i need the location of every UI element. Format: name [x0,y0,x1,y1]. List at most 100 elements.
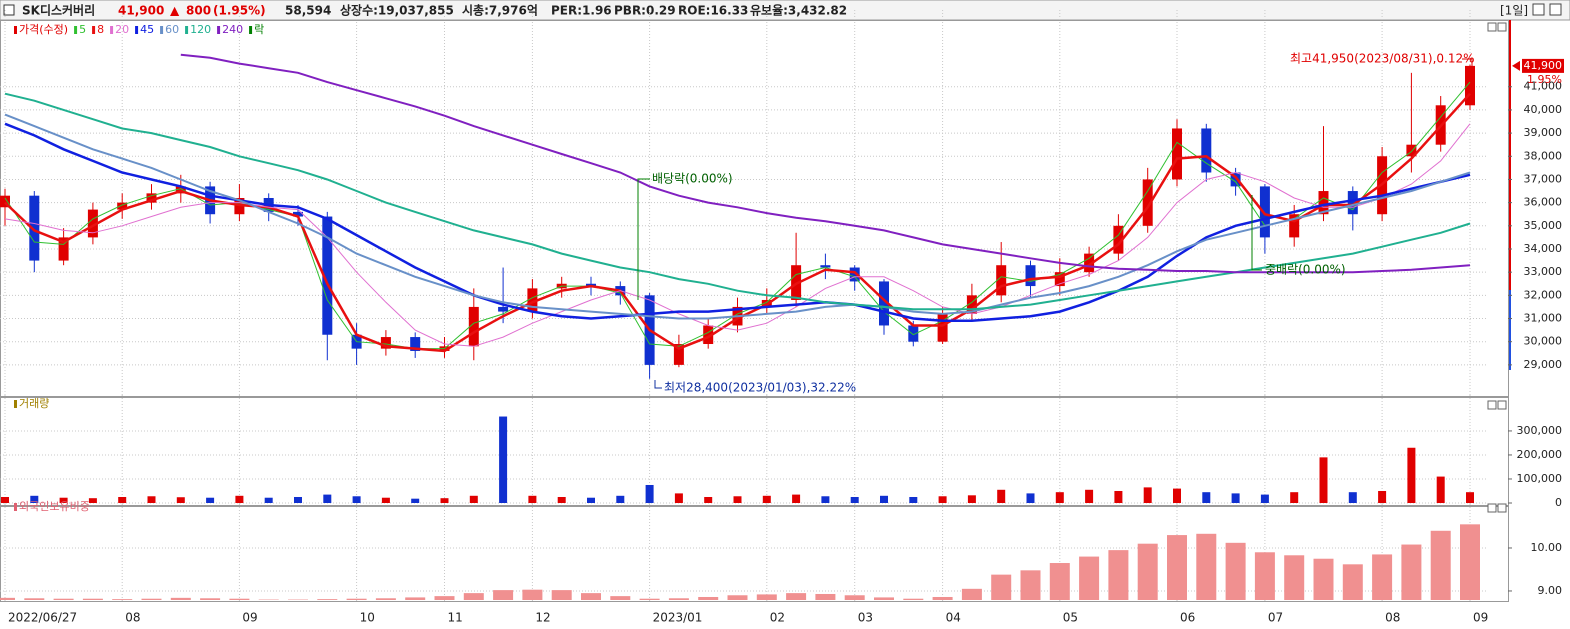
x-tick-label: 10 [360,611,375,625]
ma-line [4,92,1471,311]
ma-line [4,92,1471,353]
panel-minimize[interactable] [1487,400,1497,410]
legend-label: 60 [165,23,179,36]
panel-minimize[interactable] [1487,22,1497,32]
bar [698,596,719,600]
restore-button[interactable] [1532,3,1545,16]
bar [1049,563,1070,600]
bar [1313,558,1334,600]
bar [200,598,221,600]
y-tick-label: 100,000 [1517,472,1563,485]
legend-label: 가격(수정) [19,23,68,36]
candle-body [966,295,977,314]
dividend-annotation: 배당락(0.00%) [652,172,733,186]
bar [346,598,367,600]
bar [1079,556,1100,600]
candle-body [1347,191,1358,215]
bar [1026,493,1035,503]
period[interactable]: [1일] [1500,4,1528,18]
annotations: 최고41,950(2023/08/31),0.12% 최저28,400(2023… [637,52,1475,395]
candle-body [1054,272,1065,287]
y-tick-label: 35,000 [1524,219,1563,232]
y-tick-label: 300,000 [1517,424,1563,437]
bar [1202,492,1211,503]
last-price-pointer [1512,60,1520,71]
bar [733,496,742,503]
candle-body [937,313,948,342]
candle-body [58,237,69,261]
panel-maximize[interactable] [1497,400,1507,410]
pbr: PBR:0.29 [614,4,676,18]
price: 41,900 [118,4,164,18]
price-panel [0,20,1509,397]
bar [610,596,631,600]
bar [463,593,484,600]
x-tick-label: 07 [1268,611,1283,625]
bar [1436,476,1445,503]
high-annotation: 최고41,950(2023/08/31),0.12% [1290,52,1475,66]
bar [170,597,191,600]
bar [1085,489,1094,503]
legend-swatch [160,26,164,34]
bar [727,595,748,600]
y-tick-label: 30,000 [1524,335,1563,348]
bar [317,599,338,600]
bar [141,598,162,600]
bar [1225,542,1246,600]
checkbox[interactable] [3,4,15,16]
bar [1348,492,1357,503]
bar [405,597,426,600]
bar [821,496,830,503]
bar [1260,494,1269,503]
bar [645,484,654,503]
bar [581,593,601,600]
bar [1,496,9,503]
candle-body [1289,214,1300,238]
bar [880,495,888,503]
close-button[interactable] [1549,3,1562,16]
legend-swatch [14,26,17,34]
candle-body [146,193,157,203]
high-arrow [1462,58,1473,67]
bar [551,590,572,600]
interim-dividend-line [1251,195,1262,271]
y-tick-label: 37,000 [1524,172,1563,185]
volume-panel [0,397,1509,506]
reserve: 유보율:3,432.82 [750,4,847,18]
bar [909,496,918,503]
y-tick-label: 32,000 [1524,288,1563,301]
ma-line [4,113,1471,320]
legend-label: 45 [140,23,154,36]
bar [440,498,449,503]
y-tick-label: 39,000 [1524,126,1563,139]
panel-maximize[interactable] [1497,22,1507,32]
x-tick-label: 03 [858,611,873,625]
per: PER:1.96 [551,4,612,18]
candle-body [117,202,128,210]
panel-maximize[interactable] [1497,503,1507,513]
bar [616,495,625,503]
panel-minimize[interactable] [1487,503,1497,513]
bar [938,496,947,503]
bar [522,589,543,600]
legend-swatch [249,26,253,34]
candle-body [0,195,10,208]
interim-dividend-annotation: 중배락(0.00%) [1265,263,1346,277]
bar [1284,555,1305,600]
legend-swatch [74,26,78,34]
bar [557,496,566,503]
bar [1108,550,1129,600]
bar [961,588,982,600]
x-tick-label: 05 [1063,611,1078,625]
bar [1137,543,1158,600]
y-tick-label: 33,000 [1524,265,1563,278]
candle-body [498,306,509,312]
candle-body [849,267,860,282]
y-tick-label: 9.00 [1538,584,1563,597]
x-tick-label: 04 [946,611,961,625]
bar [30,495,39,503]
bar [323,494,332,503]
bar [1143,487,1152,503]
price-range-bar [1509,20,1511,370]
